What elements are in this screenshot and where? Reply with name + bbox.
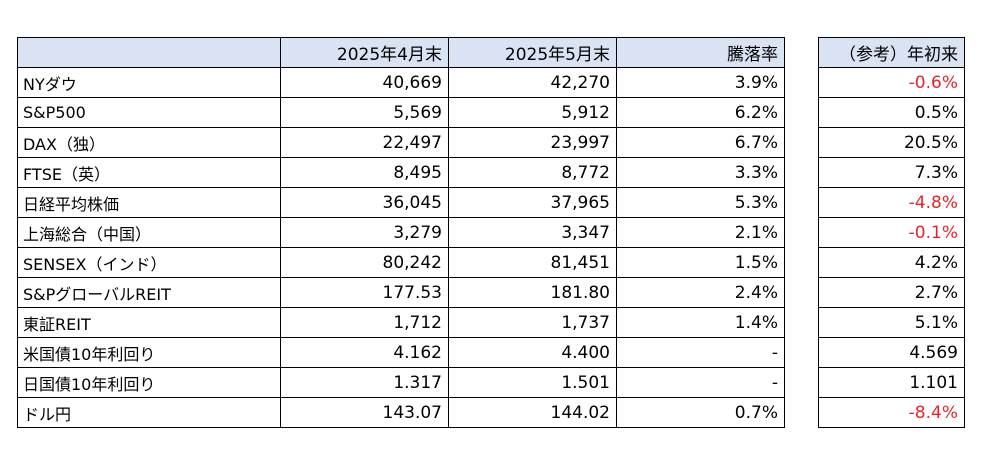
table-row: 日経平均株価 36,045 37,965 5.3%	[17, 187, 785, 218]
row-change-value: 1.4%	[616, 307, 785, 338]
row-apr-value: 1.317	[280, 367, 449, 398]
row-apr-value: 3,279	[280, 217, 449, 248]
row-ytd-value: 5.1%	[818, 307, 965, 338]
table-row: S&PグローバルREIT 177.53 181.80 2.4%	[17, 277, 785, 308]
row-apr-value: 8,495	[280, 157, 449, 188]
table-row: 東証REIT 1,712 1,737 1.4%	[17, 307, 785, 338]
ytd-table: （参考）年初来 -0.6% 0.5% 20.5% 7.3% -4.8% -0.1% 4.2%…	[818, 37, 965, 428]
row-ytd-value: 4.569	[818, 337, 965, 368]
table-row: S&P500 5,569 5,912 6.2%	[17, 97, 785, 128]
ytd-row: -0.1%	[818, 217, 965, 248]
table-row: NYダウ 40,669 42,270 3.9%	[17, 67, 785, 98]
row-change-value: 0.7%	[616, 397, 785, 428]
row-apr-value: 40,669	[280, 67, 449, 98]
row-apr-value: 177.53	[280, 277, 449, 308]
row-name: DAX（独）	[17, 127, 281, 158]
row-name: 東証REIT	[17, 307, 281, 338]
row-name: S&P500	[17, 97, 281, 128]
row-name: 日経平均株価	[17, 187, 281, 218]
row-change-value: 3.3%	[616, 157, 785, 188]
row-change-value: 2.1%	[616, 217, 785, 248]
row-name: S&PグローバルREIT	[17, 277, 281, 308]
row-apr-value: 4.162	[280, 337, 449, 368]
row-ytd-value: 20.5%	[818, 127, 965, 158]
row-may-value: 5,912	[448, 97, 617, 128]
header-name-cell	[17, 37, 281, 68]
row-may-value: 8,772	[448, 157, 617, 188]
ytd-row: 20.5%	[818, 127, 965, 158]
row-ytd-value: 2.7%	[818, 277, 965, 308]
row-may-value: 23,997	[448, 127, 617, 158]
row-ytd-value: 7.3%	[818, 157, 965, 188]
ytd-row: 0.5%	[818, 97, 965, 128]
header-change: 騰落率	[616, 37, 785, 68]
row-name: SENSEX（インド）	[17, 247, 281, 278]
row-change-value: -	[616, 367, 785, 398]
row-change-value: 5.3%	[616, 187, 785, 218]
row-change-value: 1.5%	[616, 247, 785, 278]
row-may-value: 3,347	[448, 217, 617, 248]
row-may-value: 1.501	[448, 367, 617, 398]
table-row: ドル円 143.07 144.02 0.7%	[17, 397, 785, 428]
row-apr-value: 143.07	[280, 397, 449, 428]
header-ytd: （参考）年初来	[818, 37, 965, 68]
row-ytd-value: 1.101	[818, 367, 965, 398]
table-header-row: 2025年4月末 2025年5月末 騰落率	[17, 37, 785, 68]
row-apr-value: 22,497	[280, 127, 449, 158]
row-name: NYダウ	[17, 67, 281, 98]
row-ytd-value: 0.5%	[818, 97, 965, 128]
row-ytd-value: -4.8%	[818, 187, 965, 218]
ytd-row: 4.569	[818, 337, 965, 368]
row-change-value: 6.2%	[616, 97, 785, 128]
row-apr-value: 5,569	[280, 97, 449, 128]
ytd-row: 1.101	[818, 367, 965, 398]
ytd-header-row: （参考）年初来	[818, 37, 965, 68]
row-may-value: 37,965	[448, 187, 617, 218]
row-name: ドル円	[17, 397, 281, 428]
row-change-value: 6.7%	[616, 127, 785, 158]
row-may-value: 1,737	[448, 307, 617, 338]
header-apr: 2025年4月末	[280, 37, 449, 68]
ytd-row: 2.7%	[818, 277, 965, 308]
row-ytd-value: 4.2%	[818, 247, 965, 278]
row-change-value: -	[616, 337, 785, 368]
row-ytd-value: -8.4%	[818, 397, 965, 428]
ytd-row: 7.3%	[818, 157, 965, 188]
row-may-value: 42,270	[448, 67, 617, 98]
row-ytd-value: -0.1%	[818, 217, 965, 248]
ytd-row: -8.4%	[818, 397, 965, 428]
table-row: DAX（独） 22,497 23,997 6.7%	[17, 127, 785, 158]
table-row: 米国債10年利回り 4.162 4.400-	[17, 337, 785, 368]
row-ytd-value: -0.6%	[818, 67, 965, 98]
row-may-value: 181.80	[448, 277, 617, 308]
header-may: 2025年5月末	[448, 37, 617, 68]
row-name: 日国債10年利回り	[17, 367, 281, 398]
table-row: SENSEX（インド） 80,242 81,451 1.5%	[17, 247, 785, 278]
ytd-row: 5.1%	[818, 307, 965, 338]
ytd-row: -0.6%	[818, 67, 965, 98]
table-row: 上海総合（中国） 3,279 3,347 2.1%	[17, 217, 785, 248]
row-change-value: 3.9%	[616, 67, 785, 98]
row-name: 米国債10年利回り	[17, 337, 281, 368]
ytd-row: 4.2%	[818, 247, 965, 278]
market-table: 2025年4月末 2025年5月末 騰落率 NYダウ 40,669 42,270 3.…	[17, 37, 785, 428]
row-name: 上海総合（中国）	[17, 217, 281, 248]
row-may-value: 81,451	[448, 247, 617, 278]
row-may-value: 4.400	[448, 337, 617, 368]
table-row: 日国債10年利回り 1.317 1.501-	[17, 367, 785, 398]
table-row: FTSE（英） 8,495 8,772 3.3%	[17, 157, 785, 188]
row-apr-value: 36,045	[280, 187, 449, 218]
row-apr-value: 1,712	[280, 307, 449, 338]
row-change-value: 2.4%	[616, 277, 785, 308]
ytd-row: -4.8%	[818, 187, 965, 218]
row-name: FTSE（英）	[17, 157, 281, 188]
row-may-value: 144.02	[448, 397, 617, 428]
row-apr-value: 80,242	[280, 247, 449, 278]
